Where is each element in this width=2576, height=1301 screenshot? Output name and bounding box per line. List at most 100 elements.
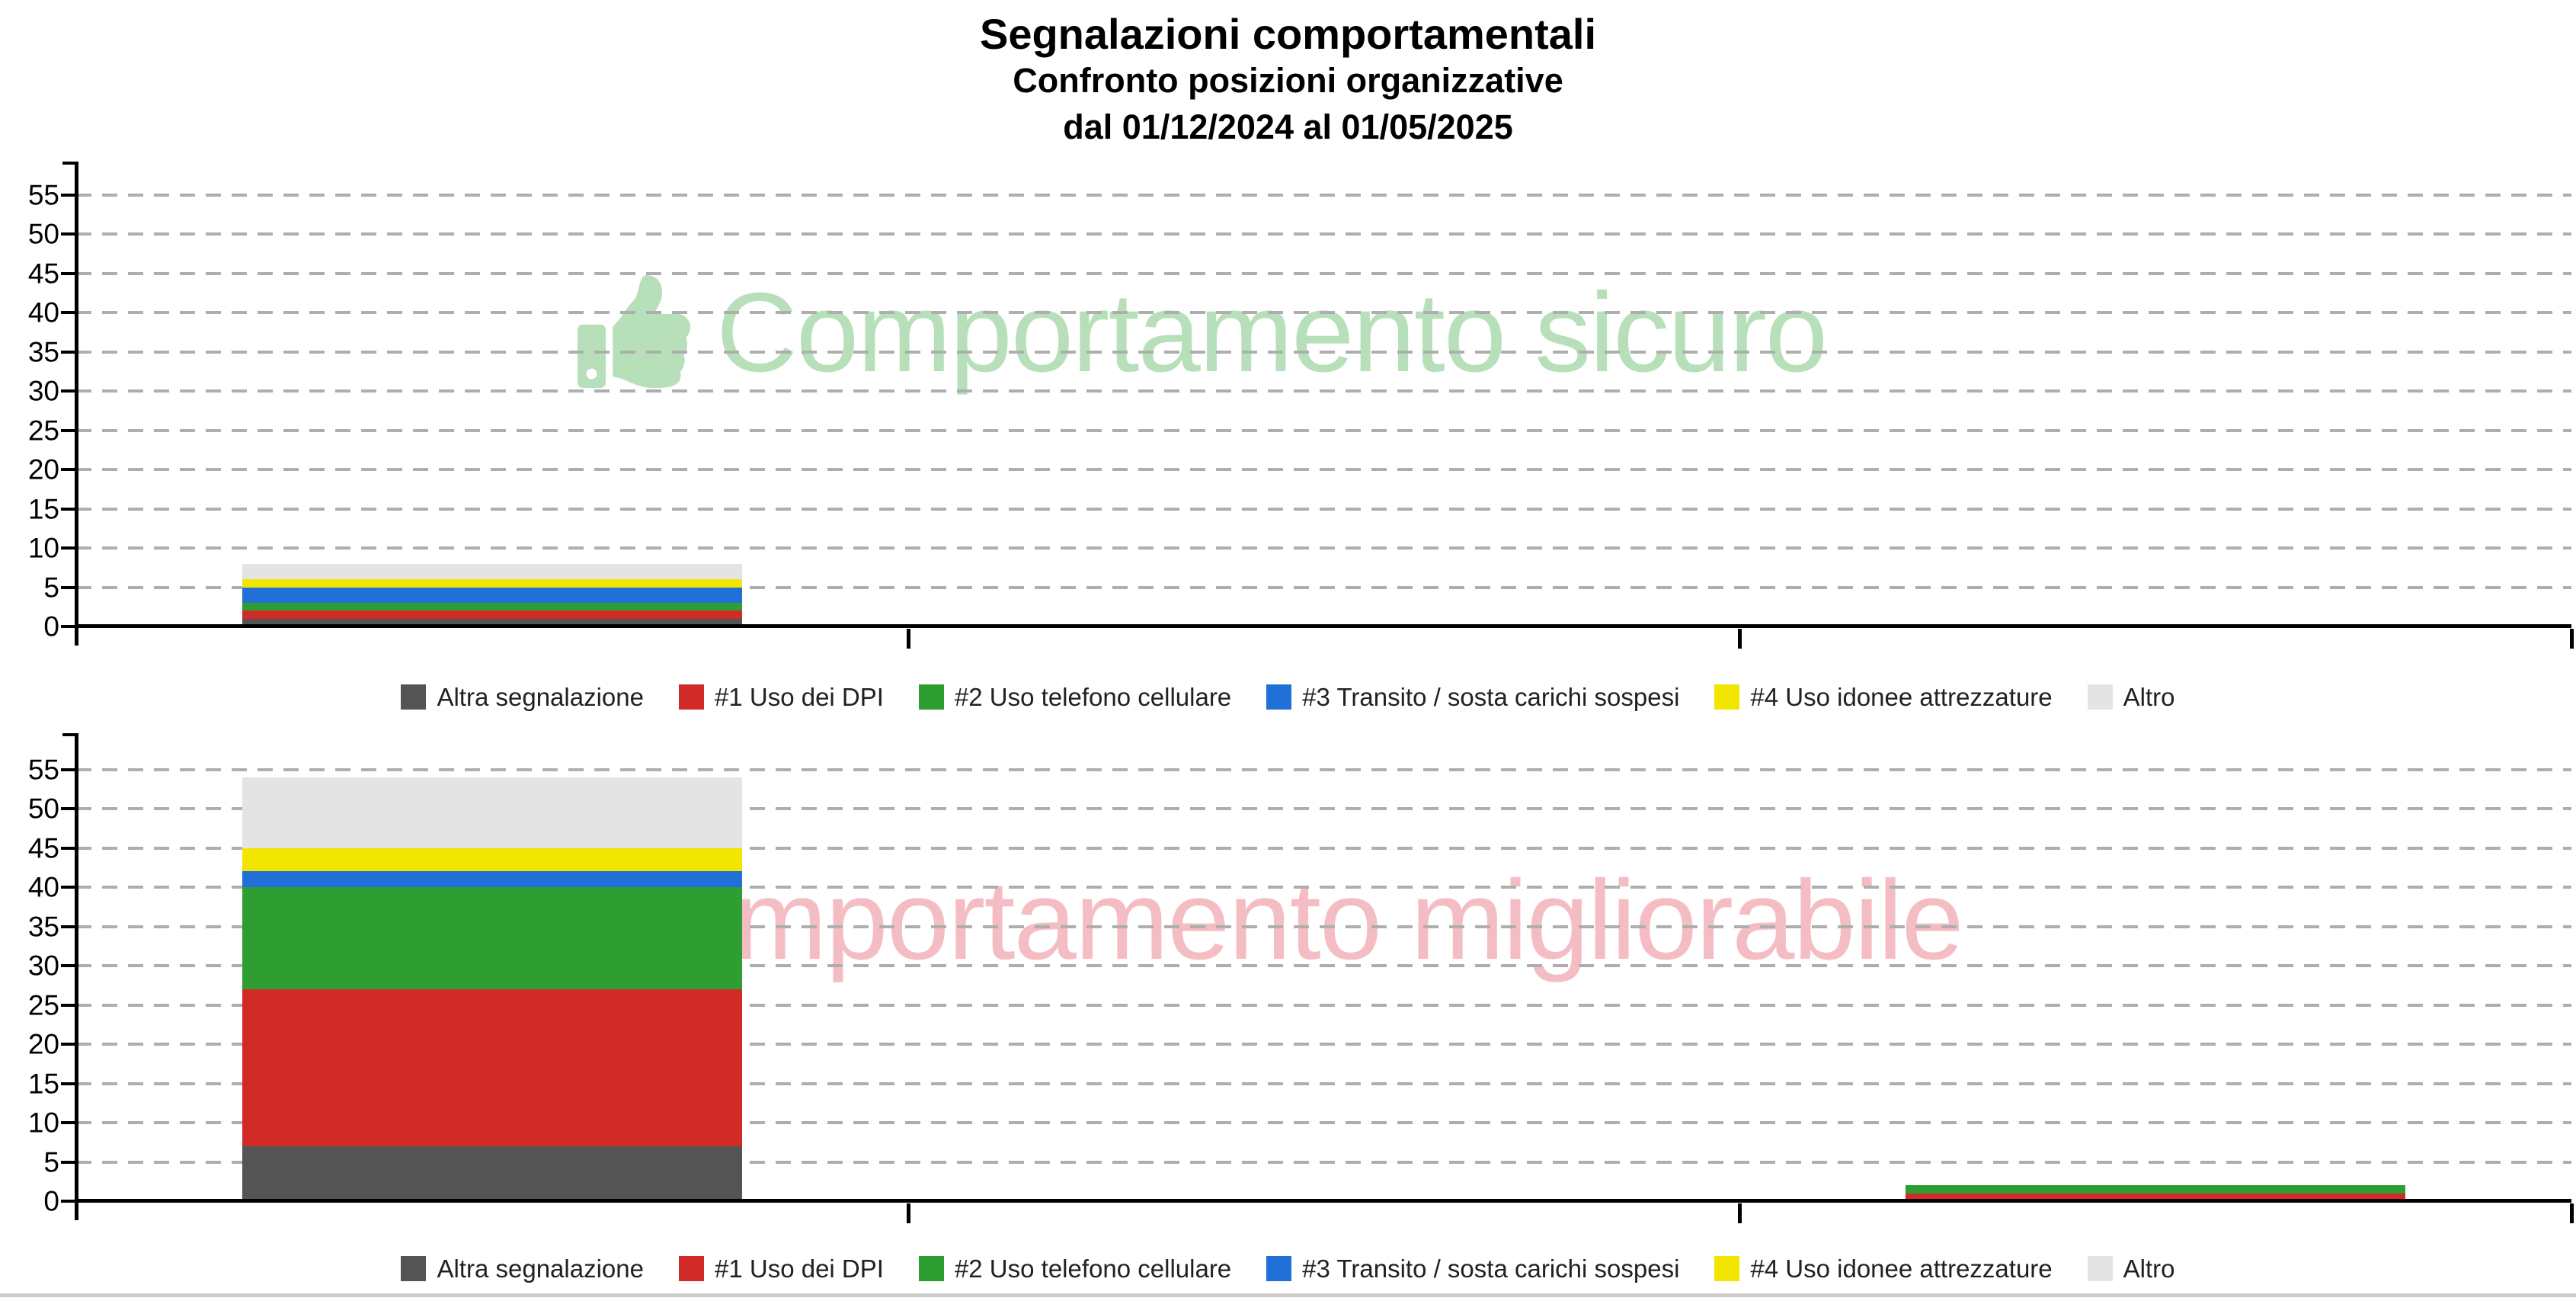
y-axis-label-15: 15 — [27, 1068, 59, 1099]
bar-segment[interactable] — [242, 989, 742, 1146]
y-axis-tick-40 — [61, 886, 76, 889]
y-axis-tick-10 — [61, 1121, 76, 1124]
legend-label: #1 Uso dei DPI — [714, 682, 884, 711]
legend-item[interactable]: #1 Uso dei DPI — [678, 1254, 884, 1283]
legend-item[interactable]: #2 Uso telefono cellulare — [918, 1255, 1231, 1281]
bar-segment[interactable] — [242, 618, 742, 626]
y-axis-label-55: 55 — [27, 179, 59, 210]
gridline-15 — [76, 1081, 2571, 1085]
bar-segment[interactable] — [242, 887, 742, 989]
y-axis-label-10: 10 — [27, 1107, 59, 1139]
legend-comportamento-migliorabile: Altra segnalazione #1 Uso dei DPI #2 Uso t… — [0, 1249, 2576, 1287]
y-axis-tick-45 — [61, 846, 76, 850]
gridline-35 — [76, 350, 2571, 354]
gridline-50 — [76, 232, 2571, 236]
bar-segment[interactable] — [242, 603, 742, 611]
thumbs-up-icon — [578, 274, 691, 392]
legend-item[interactable]: Altro — [2087, 1254, 2175, 1283]
bar-column-category-3[interactable] — [1906, 1185, 2406, 1201]
y-axis-top-cap — [62, 733, 76, 736]
y-axis-tick-10 — [61, 546, 76, 550]
y-axis-label-50: 50 — [27, 218, 59, 250]
y-axis-label-45: 45 — [27, 258, 59, 289]
plot-area-comportamento-migliorabile: Comportamento migliorabile — [62, 733, 2574, 1223]
horizontal-scrollbar-track[interactable] — [0, 1293, 2576, 1297]
y-axis-label-15: 15 — [27, 493, 59, 524]
legend-item[interactable]: Altra segnalazione — [401, 1255, 644, 1281]
x-axis-category-tick-3 — [2570, 629, 2574, 649]
y-axis-tick-15 — [61, 1081, 76, 1085]
bar-segment[interactable] — [1906, 1185, 2406, 1194]
y-axis-tick-5 — [61, 585, 76, 589]
gridline-10 — [76, 1121, 2571, 1124]
watermark-text: Comportamento sicuro — [716, 270, 1828, 396]
legend-item[interactable]: #1 Uso dei DPI — [678, 682, 884, 711]
x-axis-line — [76, 1199, 2571, 1203]
legend-label: #4 Uso idonee attrezzature — [1750, 1254, 2053, 1283]
y-axis-top-cap — [62, 162, 76, 165]
bar-segment[interactable] — [1906, 1193, 2406, 1201]
legend-item[interactable]: Altro — [2087, 684, 2175, 710]
legend-swatch-icon — [1266, 684, 1292, 710]
gridline-40 — [76, 886, 2571, 889]
y-axis-label-20: 20 — [27, 453, 59, 485]
legend-item[interactable]: #3 Transito / sosta carichi sospesi — [1266, 1254, 1680, 1283]
y-axis-label-25: 25 — [27, 989, 59, 1021]
y-axis-tick-30 — [61, 389, 76, 393]
legend-swatch-icon — [401, 1255, 427, 1281]
gridline-25 — [76, 1003, 2571, 1007]
legend-swatch-icon — [918, 684, 944, 710]
legend-item[interactable]: #2 Uso telefono cellulare — [918, 682, 1232, 711]
y-axis-label-20: 20 — [27, 1028, 59, 1060]
legend-label: #4 Uso idonee attrezzature — [1750, 682, 2053, 711]
y-axis-label-5: 5 — [43, 572, 59, 603]
bar-segment[interactable] — [242, 579, 742, 588]
gridline-30 — [76, 389, 2571, 393]
y-axis-tick-30 — [61, 964, 76, 967]
y-axis-tick-20 — [61, 1043, 76, 1046]
bar-segment[interactable] — [242, 1146, 742, 1201]
y-axis-label-50: 50 — [27, 793, 59, 825]
bar-segment[interactable] — [242, 563, 742, 580]
legend-swatch-icon — [918, 1255, 944, 1281]
y-axis-label-45: 45 — [27, 832, 59, 864]
bar-column-category-1[interactable] — [242, 563, 742, 626]
bar-segment[interactable] — [242, 587, 742, 604]
gridline-20 — [76, 468, 2571, 471]
y-axis-label-35: 35 — [27, 336, 59, 367]
legend-label: Altro — [2123, 1254, 2175, 1283]
legend-item[interactable]: #4 Uso idonee attrezzature — [1714, 682, 2053, 711]
legend-label: #1 Uso dei DPI — [714, 1254, 884, 1283]
y-axis-tick-55 — [61, 193, 76, 197]
legend-item[interactable]: #4 Uso idonee attrezzature — [1714, 1254, 2053, 1283]
legend-label: #3 Transito / sosta carichi sospesi — [1302, 1254, 1680, 1283]
legend-item[interactable]: Altra segnalazione — [401, 684, 644, 710]
bar-segment[interactable] — [242, 777, 742, 848]
y-axis-tick-25 — [61, 428, 76, 432]
legend-swatch-icon — [401, 684, 427, 710]
y-axis-line — [75, 162, 78, 646]
bar-segment[interactable] — [242, 871, 742, 888]
x-axis-category-tick-3 — [2570, 1203, 2574, 1223]
legend-swatch-icon — [678, 1255, 704, 1281]
y-axis-tick-5 — [61, 1160, 76, 1164]
y-axis-tick-35 — [61, 924, 76, 928]
bar-column-category-1[interactable] — [242, 777, 742, 1201]
x-axis-category-tick-2 — [1738, 1203, 1742, 1223]
legend-swatch-icon — [1714, 1255, 1740, 1281]
y-axis-label-40: 40 — [27, 296, 59, 328]
bar-segment[interactable] — [242, 848, 742, 872]
gridline-55 — [76, 767, 2571, 771]
x-axis-category-tick-1 — [906, 1203, 910, 1223]
legend-item[interactable]: #3 Transito / sosta carichi sospesi — [1266, 684, 1679, 710]
legend-label: #2 Uso telefono cellulare — [954, 682, 1232, 711]
y-axis-label-10: 10 — [27, 532, 59, 564]
legend-label: Altra segnalazione — [437, 682, 644, 711]
legend-swatch-icon — [678, 684, 704, 710]
chart-subtitle: Confronto posizioni organizzative — [1013, 61, 1563, 100]
gridline-40 — [76, 311, 2571, 314]
bar-segment[interactable] — [242, 610, 742, 619]
y-axis-tick-50 — [61, 807, 76, 810]
y-axis-label-35: 35 — [27, 911, 59, 942]
gridline-15 — [76, 507, 2571, 511]
